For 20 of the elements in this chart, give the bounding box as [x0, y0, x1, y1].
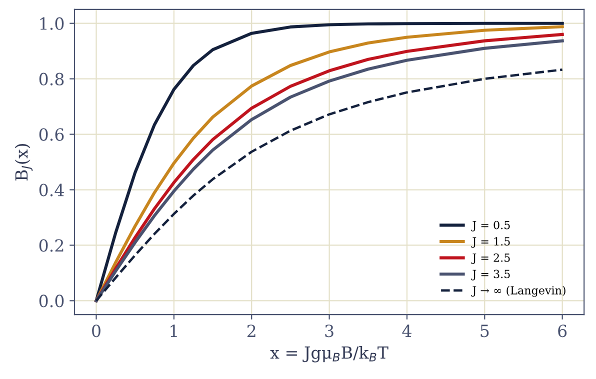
legend-label: J → ∞ (Langevin): [471, 286, 566, 297]
y-tick-label: 0.6: [39, 128, 64, 141]
y-tick-label: 0.2: [39, 239, 64, 252]
x-tick-label: 2: [247, 324, 256, 337]
x-tick-label: 0: [92, 324, 100, 338]
x-axis-title: x = Jgμ$_{B}$B/k$_{B}$T: [270, 346, 388, 362]
x-tick-label: 1: [170, 324, 177, 337]
x-tick-label: 5: [480, 324, 489, 338]
y-tick-label: 0.4: [39, 184, 64, 196]
x-tick-label: 3: [325, 324, 334, 338]
y-axis-title: B$_{J}$(x): [14, 144, 33, 181]
x-tick-label: 6: [558, 324, 567, 338]
y-tick-label: 0.0: [39, 294, 64, 308]
y-tick-label: 1.0: [40, 17, 64, 30]
x-tick-label: 4: [402, 324, 412, 337]
y-tick-label: 0.8: [39, 72, 64, 86]
legend-label: J = 3.5: [471, 270, 510, 280]
legend-label: J = 0.5: [471, 220, 510, 232]
legend-label: J = 1.5: [471, 237, 510, 248]
legend-label: J = 2.5: [471, 253, 510, 264]
